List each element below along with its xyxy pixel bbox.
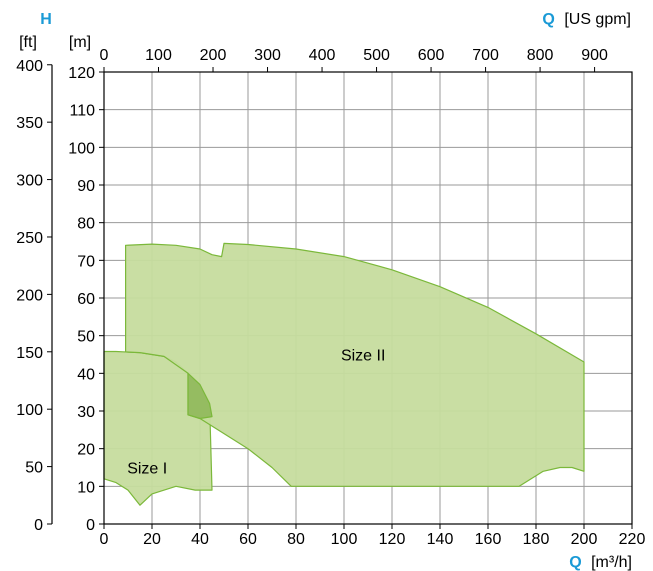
q-bottom-label: Q [m³/h] bbox=[569, 554, 632, 571]
y-tick-label: 50 bbox=[77, 329, 95, 346]
y-tick-label: 10 bbox=[77, 479, 95, 496]
y2-tick-label: 100 bbox=[16, 402, 43, 419]
y2-tick-label: 0 bbox=[34, 517, 43, 534]
y2-tick-label: 200 bbox=[16, 287, 43, 304]
x2-tick-label: 0 bbox=[100, 47, 109, 64]
y2-tick-label: 400 bbox=[16, 58, 43, 75]
y-tick-label: 120 bbox=[68, 65, 95, 82]
q-top-unit: [US gpm] bbox=[564, 11, 631, 28]
x-tick-label: 200 bbox=[571, 531, 598, 548]
x-tick-label: 20 bbox=[143, 531, 161, 548]
q-top-label: Q [US gpm] bbox=[542, 11, 631, 28]
x-tick-label: 120 bbox=[379, 531, 406, 548]
y-tick-label: 0 bbox=[86, 517, 95, 534]
y-tick-label: 80 bbox=[77, 216, 95, 233]
y-tick-label: 90 bbox=[77, 178, 95, 195]
y-tick-label: 60 bbox=[77, 291, 95, 308]
x-tick-label: 180 bbox=[523, 531, 550, 548]
x-tick-label: 80 bbox=[287, 531, 305, 548]
m-unit-label: [m] bbox=[69, 34, 91, 51]
axis-unit-labels: H [ft] [m] Q [US gpm] Q [m³/h] bbox=[19, 11, 632, 571]
series-label: Size I bbox=[127, 461, 167, 478]
y2-tick-label: 150 bbox=[16, 345, 43, 362]
y2-tick-label: 250 bbox=[16, 230, 43, 247]
x2-tick-label: 600 bbox=[418, 47, 445, 64]
y2-tick-label: 350 bbox=[16, 115, 43, 132]
x-tick-label: 60 bbox=[239, 531, 257, 548]
y-tick-label: 70 bbox=[77, 253, 95, 270]
overlap-region bbox=[187, 372, 213, 420]
x2-tick-label: 100 bbox=[145, 47, 172, 64]
x-tick-label: 0 bbox=[100, 531, 109, 548]
y-tick-label: 40 bbox=[77, 366, 95, 383]
x-tick-label: 140 bbox=[427, 531, 454, 548]
q-bottom-symbol: Q bbox=[569, 554, 581, 571]
y-tick-label: 110 bbox=[69, 103, 95, 120]
y-tick-label: 20 bbox=[77, 442, 95, 459]
y2-tick-label: 50 bbox=[25, 460, 43, 477]
y-tick-label: 100 bbox=[68, 140, 95, 157]
y-tick-label: 30 bbox=[77, 404, 95, 421]
x2-tick-label: 800 bbox=[527, 47, 554, 64]
x2-tick-label: 300 bbox=[254, 47, 281, 64]
x2-tick-label: 400 bbox=[309, 47, 336, 64]
q-bottom-unit: [m³/h] bbox=[591, 554, 632, 571]
h-symbol: H bbox=[40, 11, 52, 28]
x2-tick-label: 900 bbox=[581, 47, 608, 64]
x2-tick-label: 700 bbox=[472, 47, 499, 64]
series-areas: Size I Size II bbox=[103, 242, 585, 506]
y2-tick-label: 300 bbox=[16, 173, 43, 190]
x-tick-label: 220 bbox=[619, 531, 646, 548]
x-tick-label: 100 bbox=[331, 531, 358, 548]
x2-tick-label: 500 bbox=[363, 47, 390, 64]
series-label: Size II bbox=[341, 348, 385, 365]
x-tick-label: 160 bbox=[475, 531, 502, 548]
x2-tick-label: 200 bbox=[200, 47, 227, 64]
ft-unit-label: [ft] bbox=[19, 34, 37, 51]
q-top-symbol: Q bbox=[542, 11, 554, 28]
x-tick-label: 40 bbox=[191, 531, 209, 548]
